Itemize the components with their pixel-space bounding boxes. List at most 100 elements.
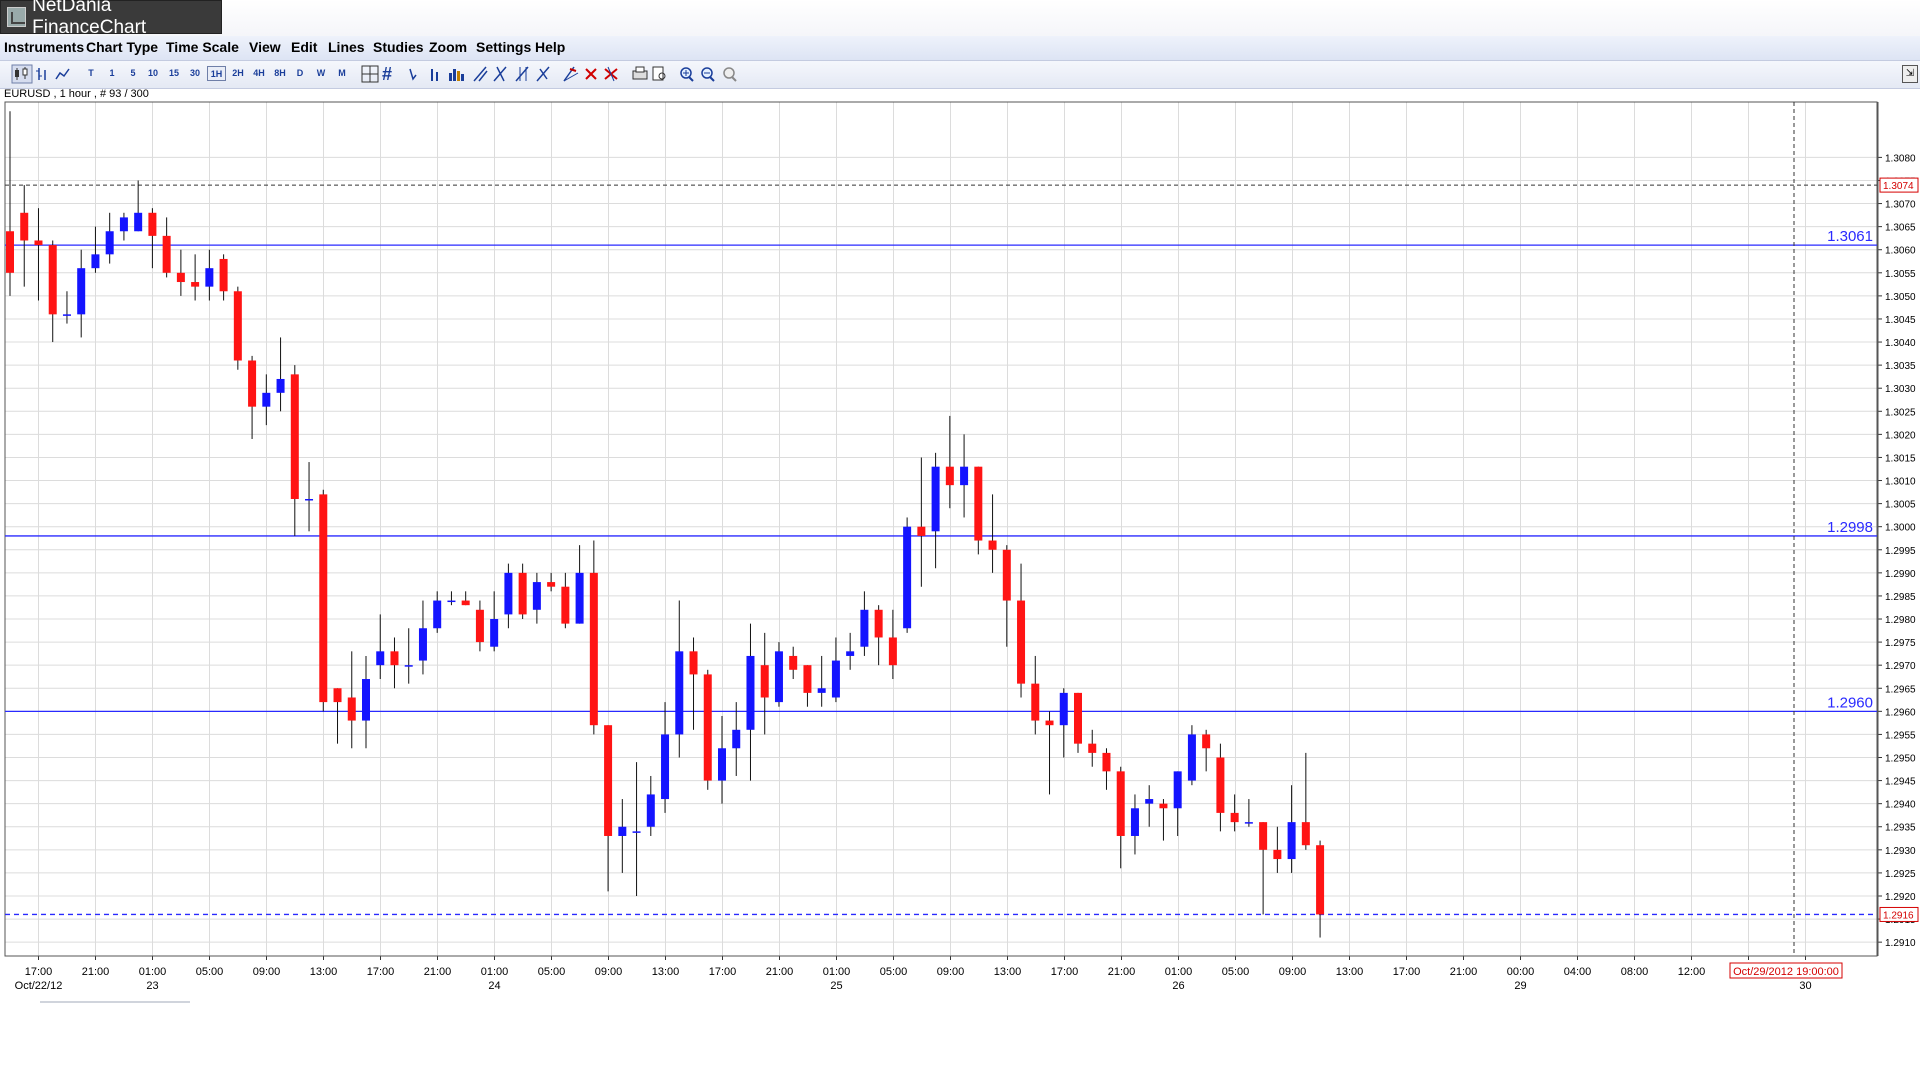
x-tick-label: 13:00 <box>652 966 680 978</box>
print-icon[interactable] <box>632 66 648 80</box>
trendline-icon[interactable] <box>473 66 488 82</box>
candle-body <box>1130 808 1139 836</box>
y-tick-label: 1.2990 <box>1885 569 1916 580</box>
candle-body <box>1074 692 1082 744</box>
candle-body <box>447 600 456 603</box>
candle-body <box>219 258 228 292</box>
timeframe-1h-selected[interactable]: 1H <box>207 66 226 81</box>
timeframe-5m[interactable]: 5 <box>130 68 136 78</box>
candle-body <box>77 268 86 315</box>
candle-body <box>903 526 912 629</box>
timeframe-8h[interactable]: 8H <box>274 68 286 78</box>
detach-icon[interactable]: ⇲ <box>1902 65 1918 83</box>
menu-zoom[interactable]: Zoom <box>429 39 468 55</box>
y-tick-label: 1.2955 <box>1885 730 1916 741</box>
fibonacci-icon[interactable] <box>515 66 529 82</box>
menu-edit[interactable]: Edit <box>291 39 318 55</box>
candle-body <box>1187 734 1196 781</box>
candle-body <box>718 748 726 781</box>
candle-body <box>418 628 427 661</box>
timeframe-30m[interactable]: 30 <box>189 68 200 78</box>
timeframe-4h[interactable]: 4H <box>253 68 265 78</box>
candle-body <box>518 572 527 615</box>
menu-view[interactable]: View <box>249 39 281 55</box>
timeframe-monthly[interactable]: M <box>338 68 346 78</box>
candle-body <box>347 697 356 721</box>
candle-body <box>789 655 798 670</box>
x-tick-label: 17:00 <box>25 966 53 978</box>
price-chart[interactable]: 1.29101.29151.29201.29251.29301.29351.29… <box>0 0 1920 1000</box>
candle-body <box>504 572 513 615</box>
candle-body <box>604 725 613 836</box>
candle-body <box>618 826 627 836</box>
timeframe-weekly[interactable]: W <box>316 68 326 78</box>
timeframe-15m[interactable]: 15 <box>168 68 179 78</box>
candle-body <box>134 212 143 232</box>
y-tick-label: 1.2910 <box>1885 938 1916 949</box>
grid-icon[interactable]: # <box>382 64 392 84</box>
plot-area[interactable] <box>5 102 1877 956</box>
candle-body <box>1116 771 1125 836</box>
candle-body <box>62 314 71 316</box>
menu-instruments[interactable]: Instruments <box>4 39 85 55</box>
volume-icon[interactable] <box>431 69 438 81</box>
crosshair-price-box <box>1879 177 1919 193</box>
x-date-label: 26 <box>1172 980 1184 992</box>
menu-studies[interactable]: Studies <box>373 39 424 55</box>
y-tick-label: 1.2995 <box>1885 546 1916 557</box>
y-tick-label: 1.2925 <box>1885 869 1916 880</box>
candle-body <box>1244 822 1253 824</box>
candle-body <box>290 374 299 499</box>
parallel-lines-icon[interactable] <box>536 66 550 82</box>
timeframe-1m[interactable]: 1 <box>109 68 115 78</box>
app-logo-icon <box>7 7 27 27</box>
delete-line-icon[interactable] <box>585 68 597 80</box>
candle-body <box>176 272 185 283</box>
candle-body <box>1202 734 1211 749</box>
toolbar-icons: # <box>11 64 737 84</box>
menu-time-scale[interactable]: Time Scale <box>166 39 239 55</box>
timeframe-daily[interactable]: D <box>296 68 304 78</box>
print-preview-icon[interactable] <box>652 66 666 81</box>
zoom-out-icon[interactable] <box>701 67 715 82</box>
zoom-in-icon[interactable] <box>680 67 694 82</box>
candle-body <box>461 600 470 606</box>
candle-body <box>931 466 940 532</box>
candle-body <box>732 729 741 749</box>
candle-body <box>262 392 271 407</box>
candlestick-chart-icon[interactable] <box>11 64 33 84</box>
candle-body <box>319 494 328 703</box>
y-tick-label: 1.3040 <box>1885 338 1916 349</box>
bar-volume-icon[interactable] <box>449 69 464 81</box>
line-chart-icon[interactable] <box>55 68 70 80</box>
menu-lines[interactable]: Lines <box>328 39 365 55</box>
zoom-reset-icon[interactable] <box>723 67 737 82</box>
delete-all-icon[interactable] <box>604 66 618 82</box>
menu-settings[interactable]: Settings <box>476 39 532 55</box>
menu-help[interactable]: Help <box>535 39 566 55</box>
y-tick-label: 1.3055 <box>1885 269 1916 280</box>
x-tick-label: 13:00 <box>310 966 338 978</box>
timeframe-10m[interactable]: 10 <box>147 68 158 78</box>
y-tick-label: 1.3045 <box>1885 315 1916 326</box>
candle-body <box>490 619 499 647</box>
title-bar: NetDania FinanceChart <box>0 0 1920 42</box>
timeframe-2h[interactable]: 2H <box>232 68 244 78</box>
crosshair-icon[interactable] <box>361 65 379 83</box>
app-title-tab[interactable]: NetDania FinanceChart <box>0 0 222 38</box>
menu-chart-type[interactable]: Chart Type <box>86 39 159 55</box>
y-tick-label: 1.3080 <box>1885 153 1916 164</box>
timeframe-tick[interactable]: T <box>88 68 94 78</box>
candle-body <box>689 651 698 675</box>
channel-icon[interactable] <box>493 66 507 82</box>
cursor-icon[interactable] <box>409 68 417 81</box>
y-tick-label: 1.2970 <box>1885 661 1916 672</box>
y-tick-label: 1.2935 <box>1885 823 1916 834</box>
cursor-date-box <box>1729 962 1843 979</box>
bar-chart-icon[interactable] <box>36 68 46 80</box>
candle-body <box>831 660 840 698</box>
last-price-box <box>1879 906 1919 922</box>
candle-body <box>632 831 641 833</box>
candle-body <box>333 688 342 703</box>
gann-fan-icon[interactable] <box>563 66 579 82</box>
